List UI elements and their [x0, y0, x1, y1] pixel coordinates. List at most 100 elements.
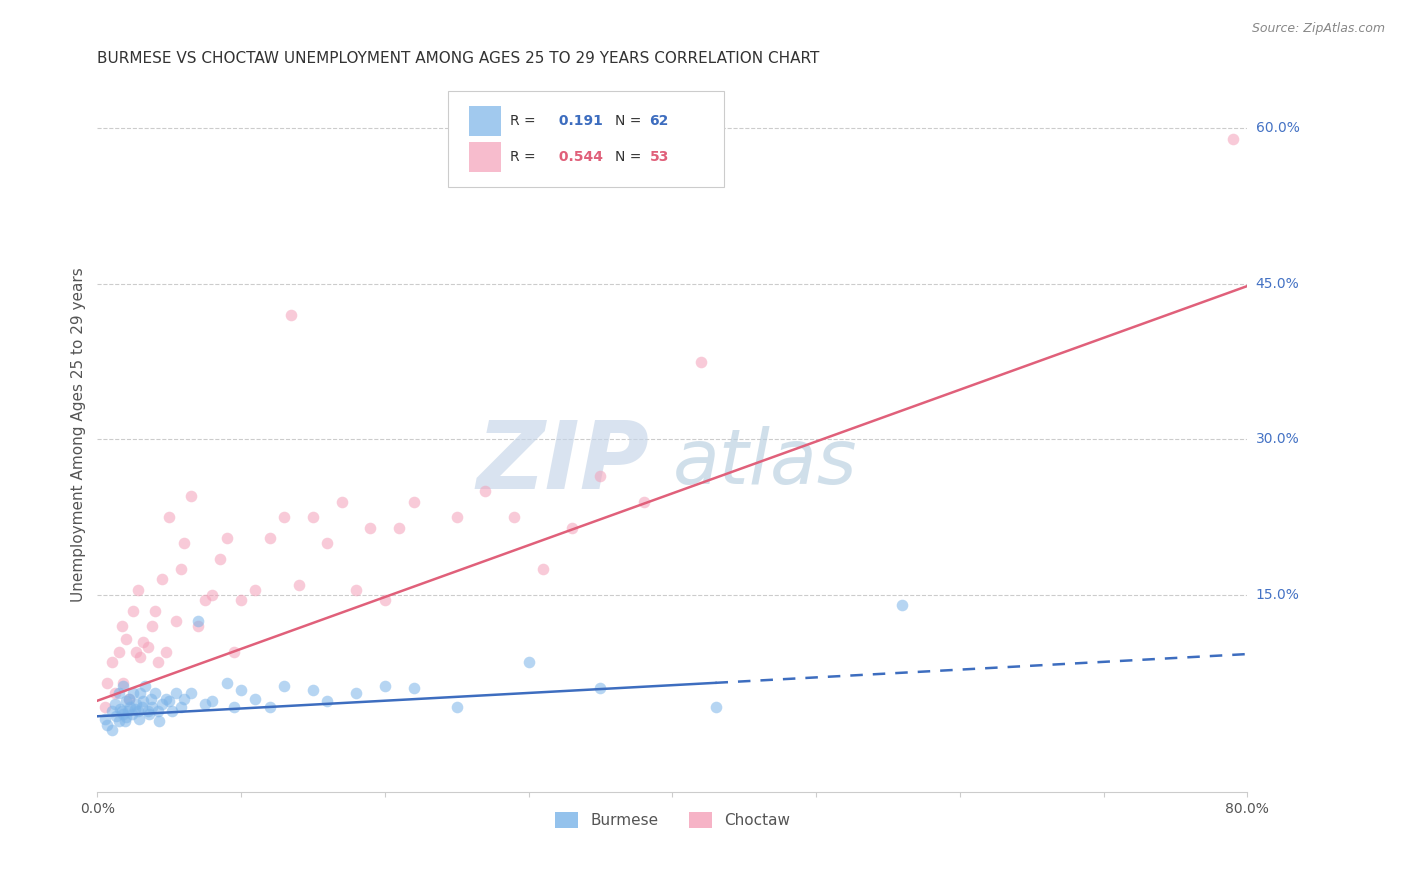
Point: [138, 707, 160, 722]
Point: [229, 593, 252, 607]
Point: [112, 679, 135, 693]
Text: N =: N =: [614, 150, 645, 164]
Point: [150, 697, 173, 711]
Point: [402, 681, 425, 696]
Point: [344, 686, 367, 700]
Point: [134, 679, 156, 693]
Point: [127, 704, 149, 718]
Point: [170, 562, 193, 576]
Point: [201, 588, 224, 602]
Point: [104, 686, 127, 700]
Point: [344, 582, 367, 597]
Point: [201, 694, 224, 708]
Point: [245, 691, 267, 706]
Point: [222, 645, 245, 659]
Point: [1222, 132, 1244, 146]
Text: atlas: atlas: [672, 425, 856, 500]
Point: [259, 531, 281, 545]
Point: [330, 494, 353, 508]
Point: [215, 676, 238, 690]
Point: [215, 531, 238, 545]
Point: [96, 717, 118, 731]
Point: [108, 645, 131, 659]
Point: [124, 702, 146, 716]
Point: [117, 704, 139, 718]
Point: [155, 645, 177, 659]
Point: [93, 712, 115, 726]
Point: [316, 536, 339, 550]
Point: [111, 619, 134, 633]
Text: 30.0%: 30.0%: [1256, 433, 1299, 447]
Text: ZIP: ZIP: [477, 417, 650, 508]
Point: [273, 679, 295, 693]
Point: [146, 704, 169, 718]
Point: [503, 510, 526, 524]
Point: [112, 676, 135, 690]
Point: [690, 354, 713, 368]
Point: [131, 700, 153, 714]
Point: [104, 697, 127, 711]
Point: [165, 614, 187, 628]
Point: [155, 691, 177, 706]
Point: [148, 714, 170, 729]
Point: [388, 520, 411, 534]
Point: [139, 691, 162, 706]
Point: [112, 707, 135, 722]
Point: [128, 712, 150, 726]
Point: [446, 510, 468, 524]
Point: [194, 697, 217, 711]
Point: [245, 582, 267, 597]
Text: 62: 62: [650, 114, 669, 128]
Point: [187, 619, 209, 633]
Point: [115, 694, 138, 708]
Point: [132, 634, 155, 648]
Text: 53: 53: [650, 150, 669, 164]
Point: [589, 468, 612, 483]
Point: [108, 686, 131, 700]
Point: [108, 714, 131, 729]
Point: [180, 490, 202, 504]
Text: 15.0%: 15.0%: [1256, 588, 1299, 602]
Point: [127, 582, 149, 597]
Point: [143, 603, 166, 617]
Point: [141, 700, 163, 714]
Point: [100, 723, 122, 737]
Point: [111, 704, 134, 718]
Point: [187, 614, 209, 628]
Point: [531, 562, 554, 576]
Point: [208, 551, 231, 566]
Point: [122, 686, 145, 700]
Point: [121, 707, 143, 722]
Point: [589, 681, 612, 696]
Point: [136, 640, 159, 654]
Text: N =: N =: [614, 114, 645, 128]
Point: [446, 700, 468, 714]
Point: [474, 484, 496, 499]
Point: [122, 603, 145, 617]
Point: [302, 683, 325, 698]
Point: [143, 686, 166, 700]
Point: [517, 656, 540, 670]
Point: [561, 520, 583, 534]
Point: [360, 520, 382, 534]
Text: Source: ZipAtlas.com: Source: ZipAtlas.com: [1251, 22, 1385, 36]
Point: [633, 494, 655, 508]
Point: [115, 632, 138, 646]
Point: [120, 700, 142, 714]
Point: [129, 650, 152, 665]
Legend: Burmese, Choctaw: Burmese, Choctaw: [548, 806, 796, 834]
Text: 0.191: 0.191: [554, 114, 603, 128]
Point: [891, 599, 914, 613]
Point: [146, 656, 169, 670]
Point: [165, 686, 187, 700]
Point: [160, 704, 183, 718]
FancyBboxPatch shape: [468, 106, 501, 136]
Point: [374, 679, 396, 693]
Point: [105, 709, 128, 723]
Point: [118, 691, 141, 706]
Point: [402, 494, 425, 508]
Text: 45.0%: 45.0%: [1256, 277, 1299, 291]
Point: [302, 510, 325, 524]
Point: [222, 700, 245, 714]
Point: [173, 691, 195, 706]
